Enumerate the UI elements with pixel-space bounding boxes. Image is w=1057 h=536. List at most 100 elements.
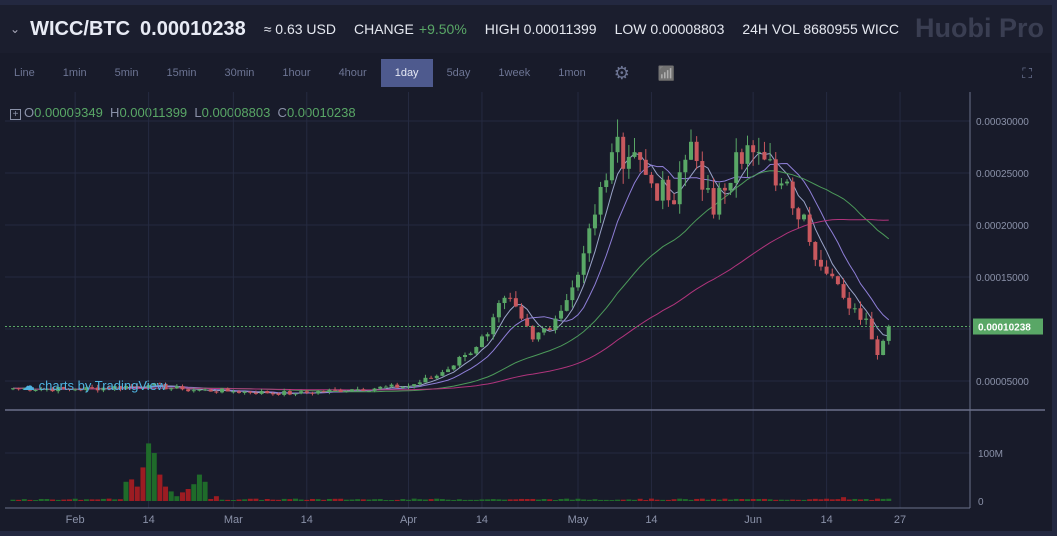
volume-bar [264,498,270,501]
candle-body [886,326,891,341]
candle-body [615,136,620,153]
candle-body [135,386,140,388]
candle-body [293,393,298,395]
candle-body [638,152,643,160]
candle-body [722,187,727,191]
interval-1week[interactable]: 1week [498,67,531,79]
volume-bar [716,499,722,501]
candle-body [773,159,778,186]
open-value: 0.00009349 [34,105,103,120]
candle-body [751,145,756,153]
candle-body [717,187,722,215]
candle-body [502,297,507,304]
time-tick-label: 14 [301,514,313,526]
volume-bar [55,499,61,501]
volume-bar [648,498,654,501]
volume-bar [270,499,276,501]
volume-bar [123,481,129,501]
candle-body [864,318,869,320]
interval-1min[interactable]: 1min [62,67,87,79]
interval-1mon[interactable]: 1mon [558,67,586,79]
volume-bar [27,499,33,501]
interval-1day[interactable]: 1day [380,59,433,87]
tradingview-watermark: ☁ charts by TradingView [22,378,167,393]
expand-icon[interactable]: + [10,109,21,120]
time-tick-label: May [568,514,589,526]
candle-body [745,145,750,164]
volume-bar [10,499,16,501]
interval-4hour[interactable]: 4hour [338,67,367,79]
candle-body [203,389,208,391]
volume-bar [479,499,485,501]
change-label: CHANGE [354,21,414,37]
candle-body [140,387,145,389]
volume-bar [106,498,112,501]
volume-bar [95,499,101,501]
change-value: +9.50% [418,21,467,37]
interval-30min[interactable]: 30min [224,67,255,79]
volume-bar [44,499,50,501]
candle-body [485,334,490,337]
volume-bar [852,498,858,501]
volume-bar [129,479,135,501]
interval-15min[interactable]: 15min [166,67,197,79]
volume-bar [191,484,197,501]
candle-body [643,159,648,175]
candle-body [78,389,83,391]
volume-bar [112,499,118,501]
volume-bar [411,498,417,501]
candle-body [677,172,682,205]
last-price-label: 0.00010238 [978,323,1031,334]
candle-body [508,297,513,299]
candle-body [90,387,95,389]
candle-body [779,183,784,186]
interval-1hour[interactable]: 1hour [282,67,311,79]
candle-body [208,389,213,392]
low-value: LOW 0.00008803 [614,21,725,37]
chevron-down-icon[interactable]: ⌄ [10,22,21,36]
volume-bar [202,481,208,501]
volume-bar [665,499,671,501]
indicators-icon[interactable]: 📶 [657,64,676,81]
ma60-line [12,219,889,391]
candle-body [553,318,558,331]
volume-bar [880,498,886,501]
time-tick-label: 14 [476,514,488,526]
candle-body [587,228,592,254]
candle-body [389,384,394,387]
volume-bar [745,499,750,501]
volume-bar [829,499,835,501]
candle-body [756,151,761,153]
volume-bar [598,499,604,501]
interval-5min[interactable]: 5min [114,67,139,79]
volume-bar [575,498,581,501]
candle-body [270,393,275,395]
candle-body [39,389,44,391]
candle-body [513,298,518,307]
candle-body [423,377,428,383]
fullscreen-icon[interactable]: ⛶ [1022,65,1032,81]
candle-body [728,182,733,191]
candle-body [609,152,614,181]
volume-bar [236,499,242,501]
pair-name[interactable]: WICC/BTC [30,17,131,40]
interval-line[interactable]: Line [14,67,35,79]
volume-bar [196,474,202,501]
candle-body [355,389,360,391]
volume-bar [801,499,807,501]
candle-body [259,391,264,394]
volume-bar [219,499,225,501]
gear-icon[interactable]: ⚙ [613,62,630,83]
volume-bar [383,500,389,501]
volume-bar [389,500,395,501]
trading-panel: ⌄ WICC/BTC 0.00010238 ≈ 0.63 USD CHANGE … [0,5,1052,531]
volume-bar [496,499,502,501]
candle-body [366,390,371,392]
candle-body [191,390,196,392]
candle-body [395,384,400,388]
candle-body [412,384,417,387]
candle-body [67,388,72,390]
interval-5day[interactable]: 5day [446,67,471,79]
volume-bar [242,499,248,501]
